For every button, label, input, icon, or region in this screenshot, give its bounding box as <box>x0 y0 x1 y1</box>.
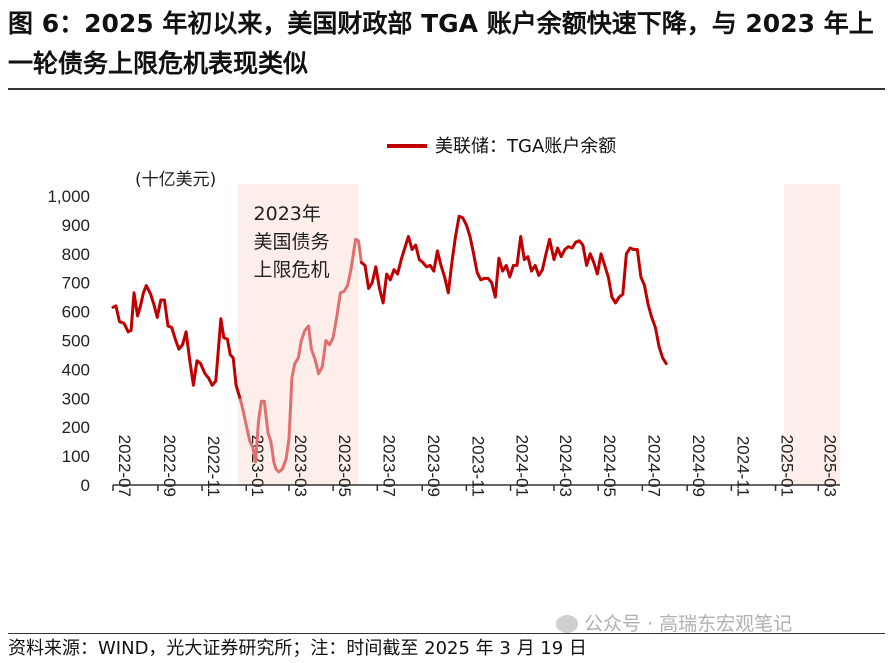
x-tick-label: 2023-03 <box>291 435 310 497</box>
x-tick-label: 2025-03 <box>820 435 839 497</box>
x-tick-label: 2024-07 <box>644 435 663 497</box>
footer-rule <box>8 633 885 634</box>
series-segment <box>111 284 242 402</box>
title-rule <box>8 88 885 90</box>
x-tick-label: 2024-03 <box>556 435 575 497</box>
shade-annotation-line: 2023年 <box>254 203 321 225</box>
y-tick-label: 600 <box>62 303 90 322</box>
x-tick-label: 2022-11 <box>204 436 223 497</box>
x-tick-label: 2025-01 <box>778 435 797 497</box>
y-axis-unit: (十亿美元) <box>135 170 216 190</box>
y-tick-label: 0 <box>81 476 90 495</box>
x-tick-label: 2024-11 <box>733 436 752 497</box>
chart-title: 图 6：2025 年初以来，美国财政部 TGA 账户余额快速下降，与 2023 … <box>8 9 874 78</box>
y-tick-label: 500 <box>62 332 90 351</box>
x-tick-label: 2022-09 <box>160 435 179 497</box>
series-segment <box>359 214 668 366</box>
watermark-text: 公众号 · 高瑞东宏观笔记 <box>584 613 793 635</box>
shaded-period-1 <box>784 184 840 485</box>
wechat-logo-icon <box>556 615 578 633</box>
y-tick-label: 800 <box>62 245 90 264</box>
y-tick-label: 700 <box>62 274 90 293</box>
shaded-periods <box>237 184 840 485</box>
x-tick-label: 2024-01 <box>513 435 532 497</box>
x-tick-label: 2023-07 <box>379 435 398 497</box>
watermark: 公众号 · 高瑞东宏观笔记 <box>556 611 792 637</box>
y-tick-label: 300 <box>62 389 90 408</box>
x-axis: 2022-07 2022-09 2022-11 2023-01 2023-03 2023-… <box>112 435 840 497</box>
source-note: 资料来源：WIND，光大证券研究所；注：时间截至 2025 年 3 月 19 日 <box>8 638 587 659</box>
x-tick-label: 2023-05 <box>335 435 354 497</box>
legend-label: 美联储：TGA账户余额 <box>435 136 616 157</box>
x-tick-label: 2022-07 <box>115 435 134 497</box>
shade-annotation-line: 上限危机 <box>254 259 330 281</box>
y-axis: 1,000 900 800 700 600 500 400 300 200 100 0 <box>47 187 90 495</box>
legend: 美联储：TGA账户余额 <box>387 136 616 157</box>
y-tick-label: 1,000 <box>47 187 90 206</box>
x-tick-label: 2023-09 <box>424 435 443 497</box>
tga-line-chart: 1,000 900 800 700 600 500 400 300 200 100 0 2022-0… <box>47 136 840 497</box>
x-tick-label: 2023-11 <box>468 436 487 497</box>
y-tick-label: 200 <box>62 418 90 437</box>
x-tick-label: 2024-05 <box>600 435 619 497</box>
shade-annotation-line: 美国债务 <box>254 231 330 253</box>
series-line <box>111 214 668 474</box>
y-tick-label: 400 <box>62 360 90 379</box>
x-tick-label: 2024-09 <box>689 435 708 497</box>
y-tick-label: 100 <box>62 447 90 466</box>
y-tick-label: 900 <box>62 216 90 235</box>
series-segment-shaded <box>238 237 363 474</box>
